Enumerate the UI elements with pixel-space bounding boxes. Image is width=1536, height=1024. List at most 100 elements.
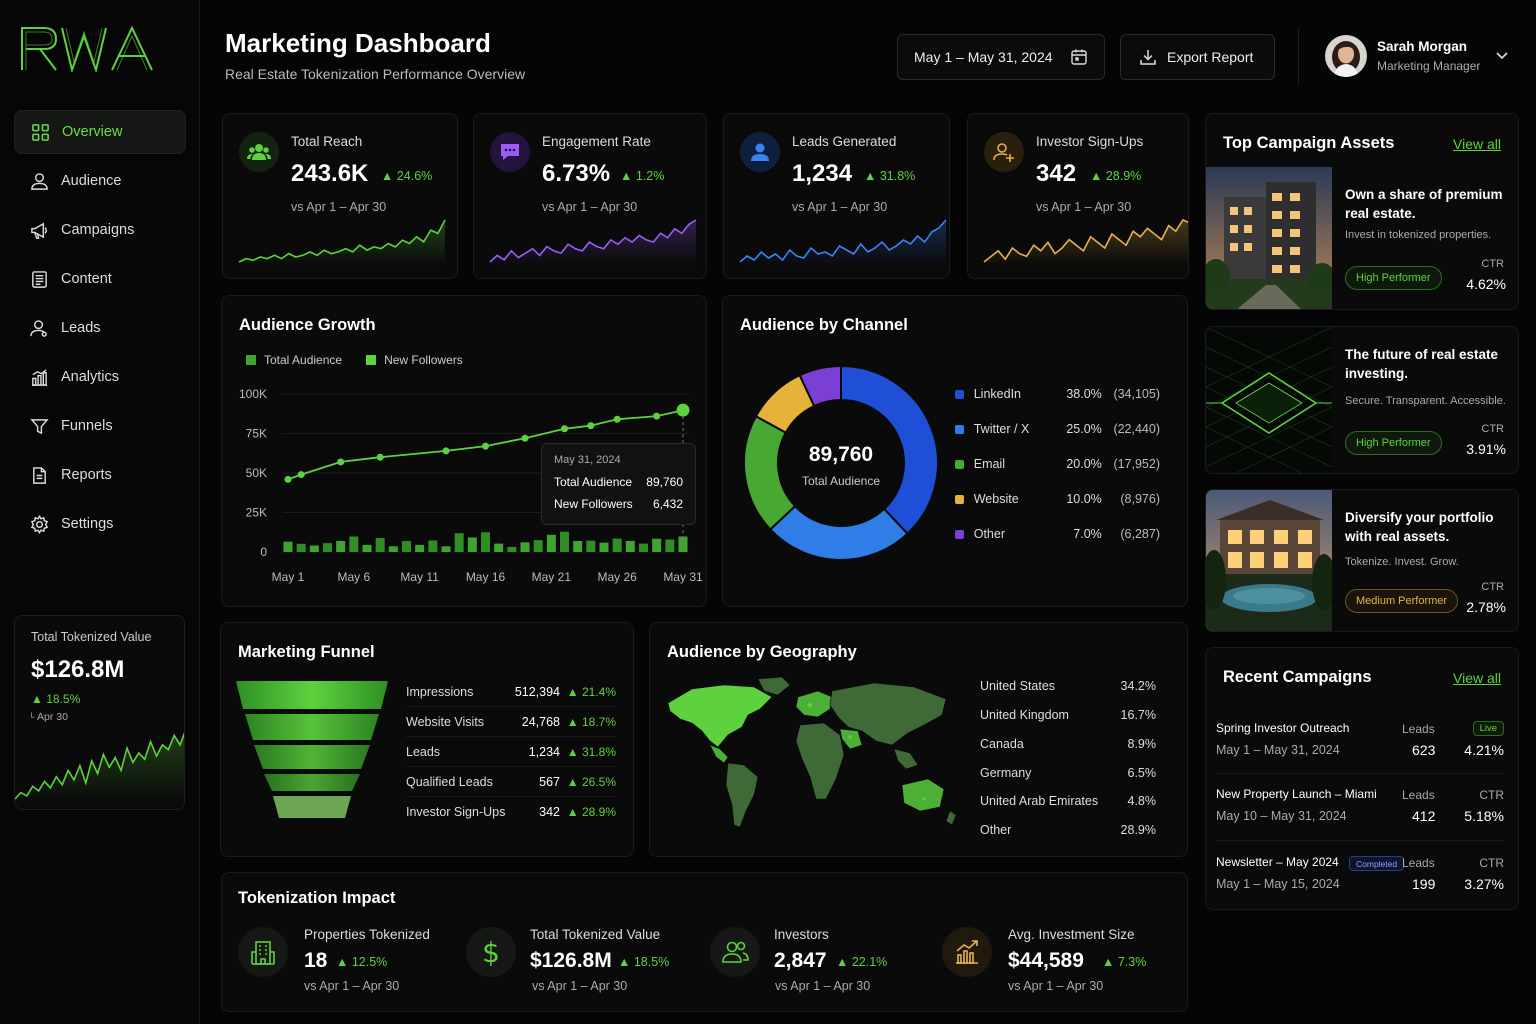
funnel-stage <box>236 681 388 709</box>
chat-icon <box>490 132 530 172</box>
funnel-stage-change: ▲ 31.8% <box>566 744 616 759</box>
legend-item-total-audience[interactable]: Total Audience <box>246 353 342 367</box>
asset-card[interactable]: Diversify your portfolio with real asset… <box>1205 489 1519 632</box>
funnel-row-investor-signups[interactable]: Investor Sign-Ups 342 ▲ 28.9% <box>406 797 616 827</box>
user-icon <box>30 319 47 337</box>
tokenization-item-investors[interactable]: Investors 2,847 ▲ 22.1% vs Apr 1 – Apr 3… <box>710 921 930 1001</box>
funnel-stage <box>254 745 370 769</box>
sparkline-line <box>238 219 446 263</box>
campaign-metric-label: Leads <box>1402 722 1435 736</box>
sparkline-line <box>739 219 947 263</box>
funnel-row-qualified-leads[interactable]: Qualified Leads 567 ▲ 26.5% <box>406 767 616 797</box>
asset-desc: Secure. Transparent. Accessible. <box>1345 395 1506 407</box>
kpi-card-investor-signups[interactable]: Investor Sign-Ups 342 ▲ 28.9% vs Apr 1 –… <box>967 113 1189 279</box>
nav-item-funnels[interactable]: Funnels <box>14 404 186 448</box>
live-status-badge: Live <box>1472 721 1504 736</box>
nav-item-settings[interactable]: Settings <box>14 502 186 546</box>
channel-row-email[interactable]: Email 20.0% (17,952) <box>955 454 1160 474</box>
channel-donut-chart[interactable] <box>736 358 946 568</box>
users-icon <box>239 132 279 172</box>
campaign-row[interactable]: Spring Investor Outreach May 1 – May 31,… <box>1216 721 1504 781</box>
follower-bar <box>296 543 306 552</box>
sidebar-tokenized-value-card[interactable]: Total Tokenized Value $126.8M ▲ 18.5% ᴸ … <box>14 615 185 810</box>
nav-item-reports[interactable]: Reports <box>14 453 186 497</box>
geo-row[interactable]: Germany 6.5% <box>980 766 1156 780</box>
tokenization-item-total-value[interactable]: $ Total Tokenized Value $126.8M ▲ 18.5% … <box>466 921 696 1001</box>
tooltip-row: New Followers 6,432 <box>554 497 683 511</box>
asset-desc: Invest in tokenized properties. <box>1345 229 1492 241</box>
audience-channel-card: Audience by Channel 89,760 Total Audienc… <box>722 295 1188 607</box>
legend-swatch <box>955 529 964 539</box>
view-all-assets-link[interactable]: View all <box>1453 136 1501 152</box>
kpi-change: ▲ 1.2% <box>620 169 665 183</box>
funnel-row-website-visits[interactable]: Website Visits 24,768 ▲ 18.7% <box>406 707 616 737</box>
export-label: Export Report <box>1167 49 1254 65</box>
campaign-metric-label: Leads <box>1402 788 1435 802</box>
nav-label: Reports <box>61 467 112 483</box>
follower-bar <box>507 546 517 552</box>
sparkline-area <box>984 220 1188 266</box>
nav-item-audience[interactable]: Audience <box>14 159 186 203</box>
funnel-stage-name: Impressions <box>406 684 474 699</box>
geo-row[interactable]: Other 28.9% <box>980 823 1156 837</box>
ctr-value: 2.78% <box>1466 599 1506 615</box>
asset-card[interactable]: Own a share of premium real estate. Inve… <box>1205 167 1519 310</box>
asset-card[interactable]: The future of real estate investing. Sec… <box>1205 326 1519 474</box>
export-report-button[interactable]: Export Report <box>1120 34 1275 80</box>
ti-change: ▲ 22.1% <box>836 955 888 969</box>
user-menu[interactable]: Sarah Morgan Marketing Manager <box>1325 35 1515 81</box>
nav-item-content[interactable]: Content <box>14 257 186 301</box>
ti-label: Investors <box>774 927 829 942</box>
rwa-logo[interactable] <box>20 24 180 77</box>
report-icon <box>33 466 46 484</box>
channel-count: (22,440) <box>1113 422 1160 436</box>
asset-title: Own a share of premium real estate. <box>1345 187 1503 221</box>
tokenization-item-properties[interactable]: Properties Tokenized 18 ▲ 12.5% vs Apr 1… <box>238 921 458 1001</box>
channel-row-other[interactable]: Other 7.0% (6,287) <box>955 524 1160 544</box>
channel-count: (17,952) <box>1113 457 1160 471</box>
channel-row-linkedin[interactable]: LinkedIn 38.0% (34,105) <box>955 384 1160 404</box>
funnel-stage-name: Investor Sign-Ups <box>406 805 506 819</box>
recent-campaigns-card: Recent Campaigns View all Spring Investo… <box>1205 647 1519 910</box>
nav-label: Leads <box>61 320 101 336</box>
audience-growth-chart[interactable]: 0 25K 50K 75K 100K May 1 May 6 May 11 May 16 May … <box>222 296 707 607</box>
tokenization-item-avg-investment[interactable]: Avg. Investment Size $44,589 ▲ 7.3% vs A… <box>942 921 1182 1001</box>
nav-item-leads[interactable]: Leads <box>14 306 186 350</box>
geo-row[interactable]: United Kingdom 16.7% <box>980 708 1156 722</box>
user-plus-icon <box>984 132 1024 172</box>
date-range-picker[interactable]: May 1 – May 31, 2024 <box>897 34 1105 80</box>
geo-row[interactable]: United States 34.2% <box>980 679 1156 693</box>
campaign-row[interactable]: New Property Launch – Miami May 10 – May… <box>1216 787 1504 847</box>
nav-label: Overview <box>62 124 123 140</box>
nav-item-analytics[interactable]: Analytics <box>14 355 186 399</box>
user-name: Sarah Morgan <box>1377 39 1468 54</box>
card-title: Marketing Funnel <box>238 643 375 661</box>
main-nav: Overview Audience Campaigns Content Lead… <box>14 110 186 551</box>
world-map[interactable] <box>662 675 962 845</box>
kpi-card-total-reach[interactable]: Total Reach 243.6K ▲ 24.6% vs Apr 1 – Ap… <box>222 113 458 279</box>
row-divider <box>1216 840 1504 841</box>
nav-item-overview[interactable]: Overview <box>14 110 186 154</box>
asset-title: The future of real estate investing. <box>1345 347 1499 381</box>
kpi-label: Investor Sign-Ups <box>1036 134 1144 149</box>
nav-item-campaigns[interactable]: Campaigns <box>14 208 186 252</box>
funnel-row-leads[interactable]: Leads 1,234 ▲ 31.8% <box>406 737 616 767</box>
funnel-row-impressions[interactable]: Impressions 512,394 ▲ 21.4% <box>406 677 616 707</box>
funnel-stage-change: ▲ 26.5% <box>566 774 616 789</box>
total-audience-line <box>287 409 684 481</box>
kpi-card-leads-generated[interactable]: Leads Generated 1,234 ▲ 31.8% vs Apr 1 –… <box>723 113 950 279</box>
campaign-row[interactable]: Newsletter – May 2024 Completed May 1 – … <box>1216 855 1504 909</box>
nav-label: Analytics <box>61 369 120 385</box>
geo-row[interactable]: Canada 8.9% <box>980 737 1156 751</box>
funnel-stage <box>264 774 360 791</box>
kpi-card-engagement-rate[interactable]: Engagement Rate 6.73% ▲ 1.2% vs Apr 1 – … <box>473 113 707 279</box>
tooltip-label: Total Audience <box>554 475 633 489</box>
channel-row-twitter[interactable]: Twitter / X 25.0% (22,440) <box>955 419 1160 439</box>
legend-item-new-followers[interactable]: New Followers <box>366 353 463 367</box>
geo-row[interactable]: United Arab Emirates 4.8% <box>980 794 1156 808</box>
map-region-new-zealand <box>945 810 957 826</box>
view-all-campaigns-link[interactable]: View all <box>1453 670 1501 686</box>
channel-row-website[interactable]: Website 10.0% (8,976) <box>955 489 1160 509</box>
sparkline-area <box>740 220 946 266</box>
follower-bar <box>375 537 385 552</box>
